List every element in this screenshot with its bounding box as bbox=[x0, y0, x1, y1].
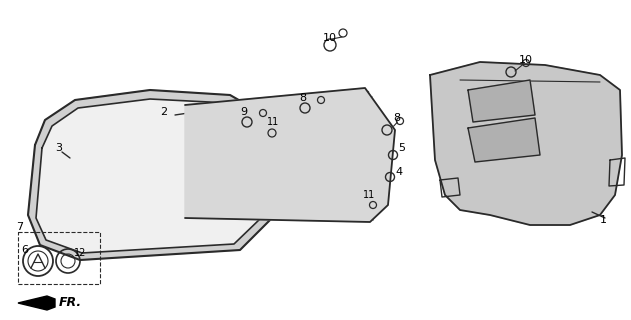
Text: 12: 12 bbox=[74, 248, 86, 258]
Polygon shape bbox=[468, 118, 540, 162]
Text: 7: 7 bbox=[16, 222, 23, 232]
Text: 11: 11 bbox=[363, 190, 375, 200]
Text: 6: 6 bbox=[21, 245, 28, 255]
Polygon shape bbox=[28, 90, 275, 260]
Text: 9: 9 bbox=[240, 107, 247, 117]
Text: 10: 10 bbox=[323, 33, 337, 43]
Polygon shape bbox=[468, 80, 535, 122]
Text: 1: 1 bbox=[600, 215, 607, 225]
Polygon shape bbox=[430, 62, 622, 225]
Text: 2: 2 bbox=[160, 107, 167, 117]
Text: 5: 5 bbox=[398, 143, 405, 153]
Text: 3: 3 bbox=[55, 143, 62, 153]
Text: 11: 11 bbox=[267, 117, 280, 127]
Text: 8: 8 bbox=[299, 93, 306, 103]
Polygon shape bbox=[36, 99, 265, 253]
Text: 8: 8 bbox=[393, 113, 400, 123]
Text: 4: 4 bbox=[395, 167, 402, 177]
Polygon shape bbox=[185, 88, 395, 222]
Text: 10: 10 bbox=[519, 55, 533, 65]
Polygon shape bbox=[18, 296, 55, 310]
Text: FR.: FR. bbox=[59, 297, 82, 309]
Bar bbox=[18, 232, 100, 284]
